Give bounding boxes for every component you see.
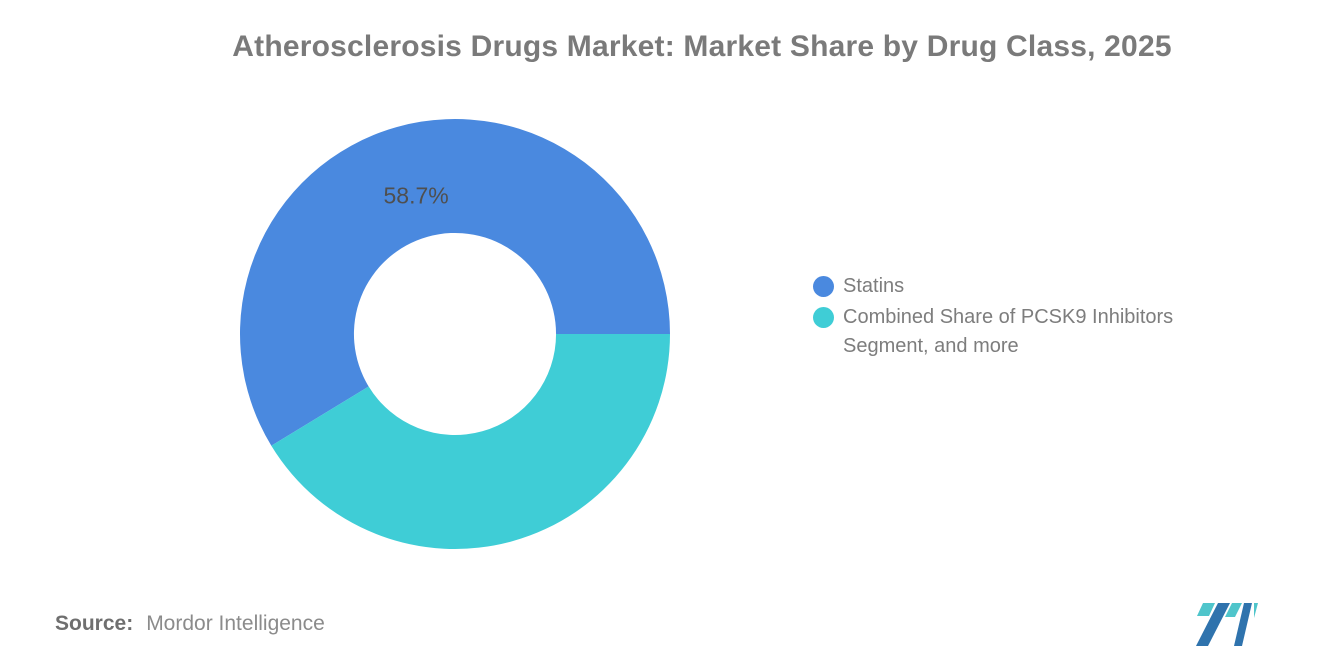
legend-label-statins: Statins xyxy=(843,275,905,297)
logo-shape-teal-center xyxy=(1225,603,1242,617)
source-label: Source: xyxy=(55,612,134,635)
donut-chart: 58.7% xyxy=(235,114,675,554)
legend: Statins Combined Share of PCSK9 Inhibito… xyxy=(813,272,1223,363)
pie-slice-combined-share-of-pcsk9-inhibitors-segment-and-more xyxy=(271,334,670,549)
slice-value-label: 58.7% xyxy=(384,182,449,208)
logo-shape-blue-right xyxy=(1234,603,1252,646)
legend-item-statins: Statins xyxy=(813,272,1223,301)
donut-chart-svg: 58.7% xyxy=(239,118,670,549)
chart-title: Atherosclerosis Drugs Market: Market Sha… xyxy=(232,30,1172,63)
legend-swatch-statins xyxy=(813,276,834,297)
pie-slice-statins xyxy=(239,118,670,446)
legend-swatch-pcsk9-and-more xyxy=(813,307,834,328)
logo-shape-blue-main xyxy=(1196,603,1230,646)
source-value: Mordor Intelligence xyxy=(146,612,325,635)
logo-shape-teal-right xyxy=(1254,603,1258,618)
mordor-intelligence-logo xyxy=(1196,603,1258,646)
legend-label-pcsk9-and-more: Combined Share of PCSK9 Inhibitors Segme… xyxy=(843,306,1174,357)
logo-shape-teal-left xyxy=(1197,603,1215,616)
legend-item-pcsk9-and-more: Combined Share of PCSK9 Inhibitors Segme… xyxy=(813,303,1223,361)
source-line: Source: Mordor Intelligence xyxy=(55,612,325,636)
